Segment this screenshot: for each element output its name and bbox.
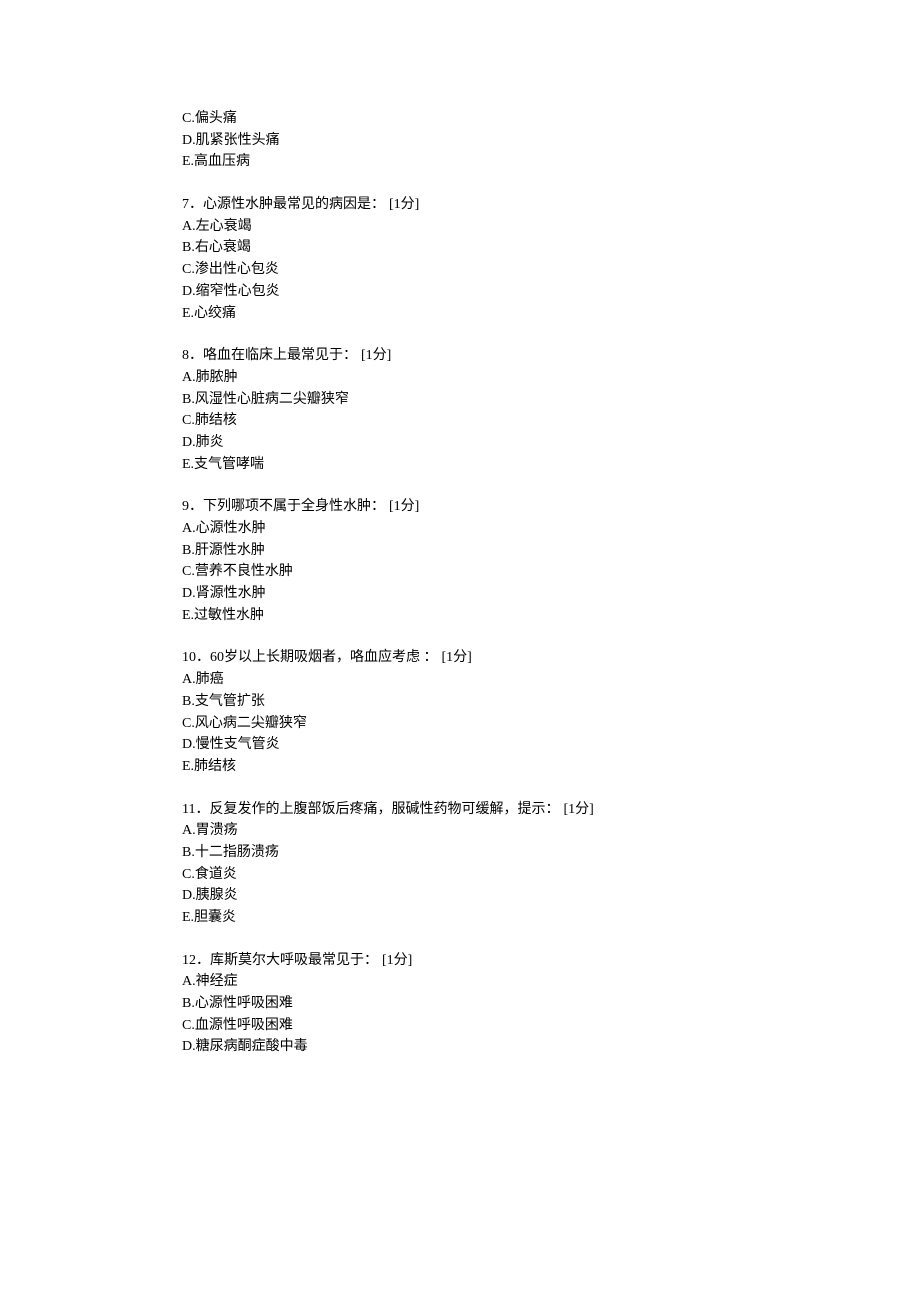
- question-number: 12．: [182, 953, 210, 968]
- answer-option: E.支气管哮喘: [182, 454, 920, 476]
- spacer: [182, 626, 920, 647]
- answer-option: D.肺炎: [182, 432, 920, 454]
- spacer: [182, 475, 920, 496]
- question-number: 8．: [182, 348, 203, 363]
- answer-option: E.过敏性水肿: [182, 605, 920, 627]
- answer-option: E.高血压病: [182, 151, 920, 173]
- answer-option: C.风心病二尖瓣狭窄: [182, 713, 920, 735]
- points-label: [1分]: [563, 802, 593, 817]
- points-label: [1分]: [361, 348, 391, 363]
- answer-option: B.右心衰竭: [182, 237, 920, 259]
- answer-option: D.肾源性水肿: [182, 583, 920, 605]
- question-stem: 7．心源性水肿最常见的病因是： [1分]: [182, 194, 920, 216]
- points-label: [1分]: [389, 197, 419, 212]
- question-number: 7．: [182, 197, 203, 212]
- question-stem: 11．反复发作的上腹部饭后疼痛，服碱性药物可缓解，提示： [1分]: [182, 799, 920, 821]
- question-text: 库斯莫尔大呼吸最常见于：: [210, 953, 378, 968]
- spacer: [182, 929, 920, 950]
- question-stem: 9．下列哪项不属于全身性水肿： [1分]: [182, 496, 920, 518]
- answer-option: D.肌紧张性头痛: [182, 130, 920, 152]
- question-stem: 8．咯血在临床上最常见于： [1分]: [182, 345, 920, 367]
- answer-option: D.缩窄性心包炎: [182, 281, 920, 303]
- points-label: [1分]: [389, 499, 419, 514]
- answer-option: C.肺结核: [182, 410, 920, 432]
- answer-option: A.胃溃疡: [182, 820, 920, 842]
- question-text: 反复发作的上腹部饭后疼痛，服碱性药物可缓解，提示：: [209, 802, 559, 817]
- question-text: 咯血在临床上最常见于：: [203, 348, 357, 363]
- answer-option: B.肝源性水肿: [182, 540, 920, 562]
- answer-option: D.胰腺炎: [182, 885, 920, 907]
- exam-page: C.偏头痛 D.肌紧张性头痛 E.高血压病 7．心源性水肿最常见的病因是： [1分…: [0, 0, 920, 1058]
- answer-option: C.渗出性心包炎: [182, 259, 920, 281]
- answer-option: E.心绞痛: [182, 303, 920, 325]
- answer-option: B.心源性呼吸困难: [182, 993, 920, 1015]
- answer-option: A.肺脓肿: [182, 367, 920, 389]
- spacer: [182, 173, 920, 194]
- answer-option: A.左心衰竭: [182, 216, 920, 238]
- answer-option: A.肺癌: [182, 669, 920, 691]
- answer-option: A.心源性水肿: [182, 518, 920, 540]
- question-number: 9．: [182, 499, 203, 514]
- points-label: [1分]: [382, 953, 412, 968]
- answer-option: C.营养不良性水肿: [182, 561, 920, 583]
- spacer: [182, 324, 920, 345]
- points-label: [1分]: [442, 650, 472, 665]
- answer-option: C.食道炎: [182, 864, 920, 886]
- answer-option: E.胆囊炎: [182, 907, 920, 929]
- answer-option: B.十二指肠溃疡: [182, 842, 920, 864]
- spacer: [182, 778, 920, 799]
- question-number: 11．: [182, 802, 209, 817]
- answer-option: D.糖尿病酮症酸中毒: [182, 1036, 920, 1058]
- answer-option: E.肺结核: [182, 756, 920, 778]
- answer-option: B.风湿性心脏病二尖瓣狭窄: [182, 389, 920, 411]
- answer-option: C.血源性呼吸困难: [182, 1015, 920, 1037]
- question-number: 10．: [182, 650, 210, 665]
- answer-option: A.神经症: [182, 971, 920, 993]
- answer-option: C.偏头痛: [182, 108, 920, 130]
- question-text: 下列哪项不属于全身性水肿：: [203, 499, 385, 514]
- question-text: 心源性水肿最常见的病因是：: [203, 197, 385, 212]
- answer-option: D.慢性支气管炎: [182, 734, 920, 756]
- question-stem: 12．库斯莫尔大呼吸最常见于： [1分]: [182, 950, 920, 972]
- question-stem: 10．60岁以上长期吸烟者，咯血应考虑 ： [1分]: [182, 647, 920, 669]
- answer-option: B.支气管扩张: [182, 691, 920, 713]
- question-text: 60岁以上长期吸烟者，咯血应考虑 ：: [210, 650, 438, 665]
